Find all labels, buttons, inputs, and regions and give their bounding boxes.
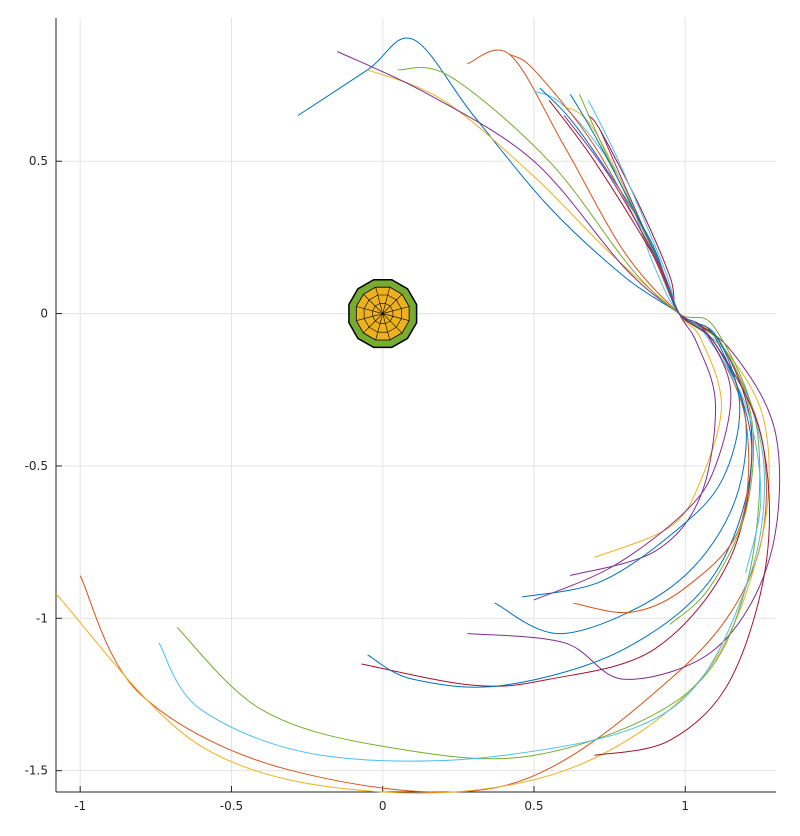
trajectory-line [548, 99, 770, 756]
body-spoke [363, 313, 383, 334]
body-spoke [382, 313, 410, 321]
x-tick-label: 0.5 [524, 799, 543, 813]
center-body [348, 278, 418, 349]
body-spoke [382, 294, 403, 314]
trajectory-line [361, 115, 753, 687]
body-spoke [356, 306, 383, 314]
body-spoke [375, 313, 384, 341]
trajectory-line [563, 105, 723, 558]
y-tick-label: -0.5 [25, 459, 48, 473]
body-spoke [382, 313, 403, 334]
y-tick-label: -1 [36, 611, 48, 625]
body-spoke [363, 294, 383, 314]
x-tick-label: -0.5 [220, 799, 243, 813]
y-tick-label: 0 [40, 307, 48, 321]
trajectory-lines [55, 37, 781, 794]
trajectory-line [176, 67, 761, 760]
axes [55, 18, 776, 793]
grid [56, 18, 776, 792]
body-spoke [356, 313, 383, 321]
x-tick-label: -1 [74, 799, 86, 813]
body-spoke [382, 306, 410, 314]
y-tick-label: -1.5 [25, 764, 48, 778]
x-tick-label: 0 [379, 799, 387, 813]
y-tick-label: 0.5 [29, 154, 48, 168]
body-spoke [382, 313, 391, 341]
trajectory-line [578, 93, 755, 625]
tick-labels: -1 -0.5 0 0.5 1 0.5 0 -0.5 -1 -1.5 [25, 154, 689, 813]
trajectory-line [55, 69, 770, 794]
body-spoke [375, 287, 384, 314]
trajectory-line [158, 90, 766, 762]
x-tick-label: 1 [681, 799, 689, 813]
trajectory-line [570, 130, 717, 577]
trajectory-line [533, 115, 732, 601]
body-spoke [382, 287, 391, 314]
trajectory-line [521, 93, 741, 598]
trajectory-line [337, 51, 781, 680]
trajectory-line [367, 87, 753, 688]
